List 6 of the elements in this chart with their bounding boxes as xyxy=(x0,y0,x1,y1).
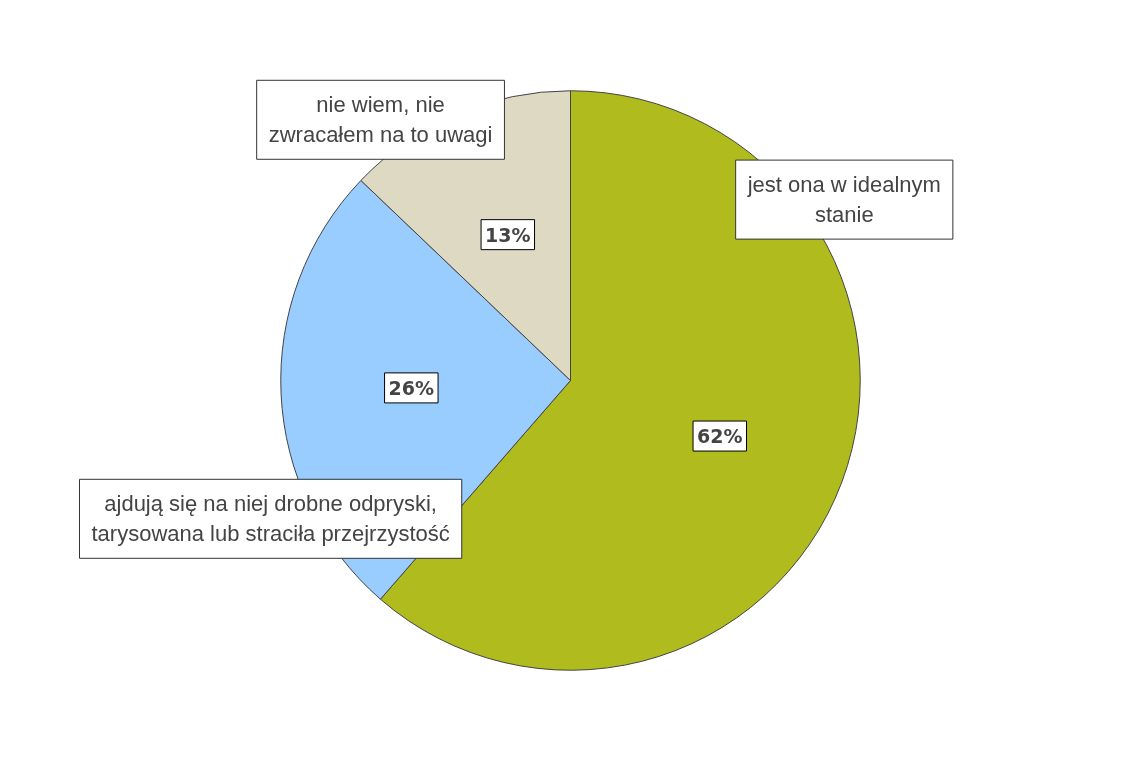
slice-label: ajdują się na niej drobne odpryski, tarysowana lub straciła przejrzystość xyxy=(91,491,450,547)
data-label: 13% xyxy=(485,223,531,246)
slice-label: nie wiem, nie zwracałem na to uwagi xyxy=(268,92,493,148)
data-label: 62% xyxy=(697,425,743,448)
slice-label: jest ona w idealnym stanie xyxy=(746,172,941,228)
data-label: 26% xyxy=(388,376,435,399)
